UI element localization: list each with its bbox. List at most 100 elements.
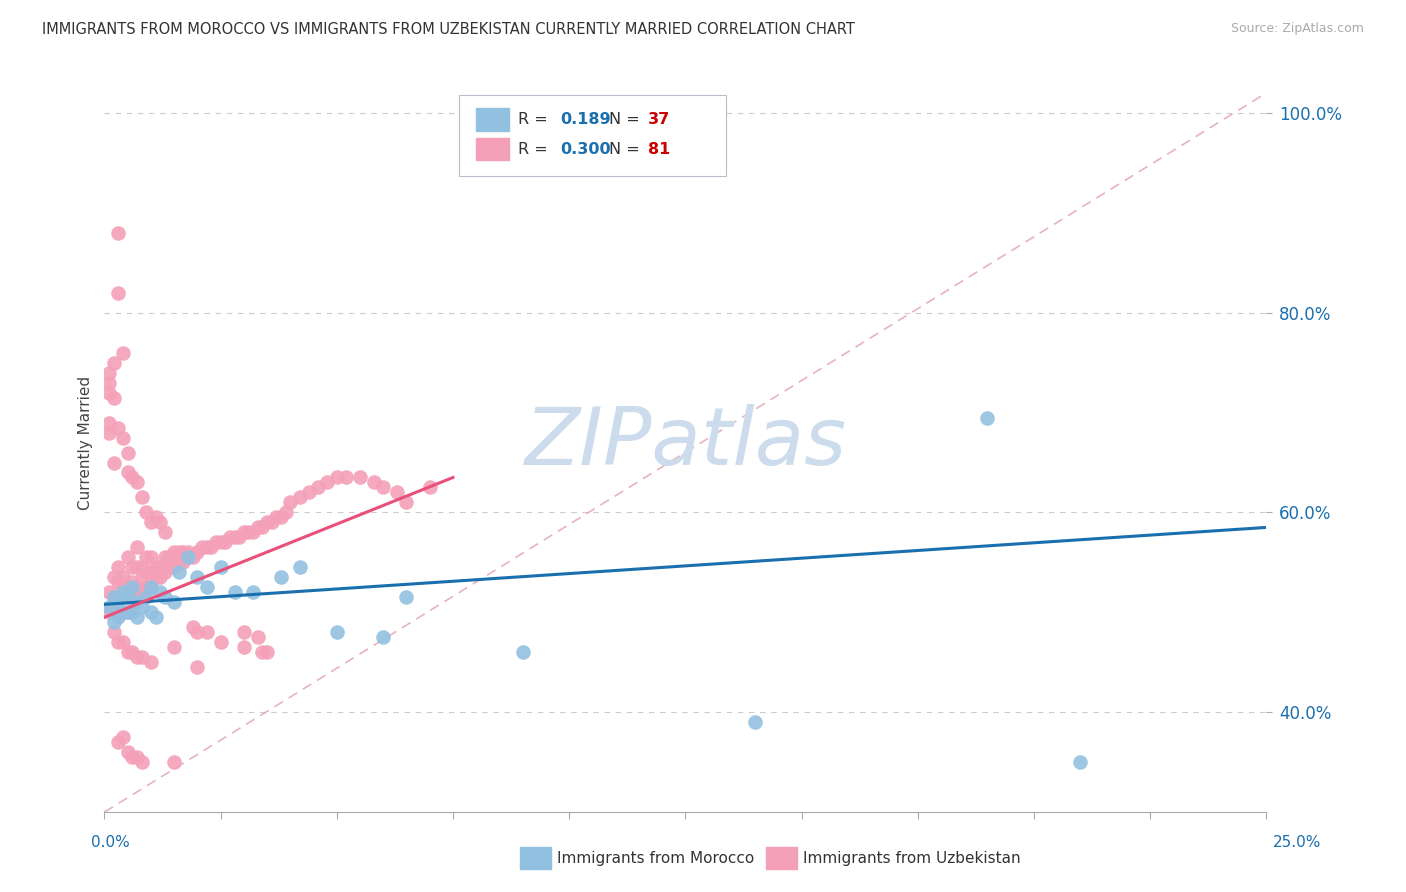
Point: [186, 545, 208, 559]
Point: [274, 505, 297, 519]
Point: [177, 545, 200, 559]
Point: [103, 600, 125, 615]
Point: [131, 560, 153, 574]
Point: [125, 475, 148, 490]
Point: [107, 560, 129, 574]
Point: [107, 575, 129, 590]
Point: [107, 285, 129, 300]
Point: [195, 580, 218, 594]
Point: [121, 470, 143, 484]
Point: [135, 591, 157, 605]
Point: [145, 560, 167, 574]
Point: [149, 560, 172, 574]
Point: [103, 456, 125, 470]
Point: [125, 560, 148, 574]
Point: [191, 541, 214, 555]
Point: [167, 566, 190, 580]
Point: [335, 470, 357, 484]
Point: [246, 630, 269, 644]
Point: [218, 530, 240, 544]
Point: [111, 635, 134, 649]
Point: [117, 645, 139, 659]
Point: [131, 600, 153, 615]
Text: Immigrants from Uzbekistan: Immigrants from Uzbekistan: [803, 851, 1021, 865]
Point: [111, 730, 134, 744]
Point: [256, 645, 278, 659]
Point: [125, 541, 148, 555]
Point: [103, 356, 125, 370]
Point: [1069, 755, 1091, 769]
Text: ZIPatlas: ZIPatlas: [524, 403, 846, 482]
Point: [163, 545, 186, 559]
Point: [209, 635, 232, 649]
Point: [149, 570, 172, 584]
Point: [163, 560, 186, 574]
Point: [135, 566, 157, 580]
Point: [419, 480, 441, 494]
Point: [121, 575, 143, 590]
Point: [167, 545, 190, 559]
Point: [395, 591, 418, 605]
Point: [224, 585, 246, 599]
Point: [117, 580, 139, 594]
Point: [107, 420, 129, 434]
Point: [131, 491, 153, 505]
Point: [149, 585, 172, 599]
Point: [270, 570, 292, 584]
Point: [139, 655, 162, 669]
Point: [224, 530, 246, 544]
Point: [107, 610, 129, 624]
Point: [252, 645, 274, 659]
Point: [107, 591, 129, 605]
Point: [107, 226, 129, 240]
Point: [153, 591, 176, 605]
Point: [256, 516, 278, 530]
Point: [125, 591, 148, 605]
Point: [121, 560, 143, 574]
Point: [139, 550, 162, 565]
Text: N =: N =: [609, 112, 644, 127]
Point: [186, 570, 208, 584]
Point: [149, 516, 172, 530]
Point: [195, 625, 218, 640]
Point: [111, 345, 134, 359]
Point: [117, 605, 139, 619]
Point: [121, 591, 143, 605]
Point: [139, 605, 162, 619]
Point: [214, 535, 236, 549]
Point: [278, 495, 301, 509]
Point: [349, 470, 371, 484]
Point: [121, 750, 143, 764]
Point: [242, 585, 264, 599]
Point: [145, 610, 167, 624]
Point: [111, 585, 134, 599]
Point: [238, 525, 260, 540]
Point: [135, 505, 157, 519]
Point: [103, 391, 125, 405]
Point: [252, 520, 274, 534]
Text: R =: R =: [517, 112, 553, 127]
Point: [107, 605, 129, 619]
Point: [153, 550, 176, 565]
Text: 0.300: 0.300: [560, 142, 610, 157]
Text: IMMIGRANTS FROM MOROCCO VS IMMIGRANTS FROM UZBEKISTAN CURRENTLY MARRIED CORRELAT: IMMIGRANTS FROM MOROCCO VS IMMIGRANTS FR…: [42, 22, 855, 37]
Text: R =: R =: [517, 142, 553, 157]
Point: [177, 550, 200, 565]
Point: [186, 660, 208, 674]
Point: [172, 545, 194, 559]
Point: [172, 555, 194, 569]
Point: [131, 650, 153, 665]
Text: 25.0%: 25.0%: [1274, 836, 1322, 850]
Point: [326, 625, 349, 640]
Point: [744, 715, 766, 730]
Point: [163, 595, 186, 609]
Point: [159, 550, 181, 565]
Point: [121, 580, 143, 594]
Text: 81: 81: [648, 142, 671, 157]
Point: [98, 585, 121, 599]
Point: [117, 745, 139, 759]
Point: [139, 580, 162, 594]
Point: [98, 366, 121, 380]
Point: [117, 591, 139, 605]
Point: [163, 755, 186, 769]
